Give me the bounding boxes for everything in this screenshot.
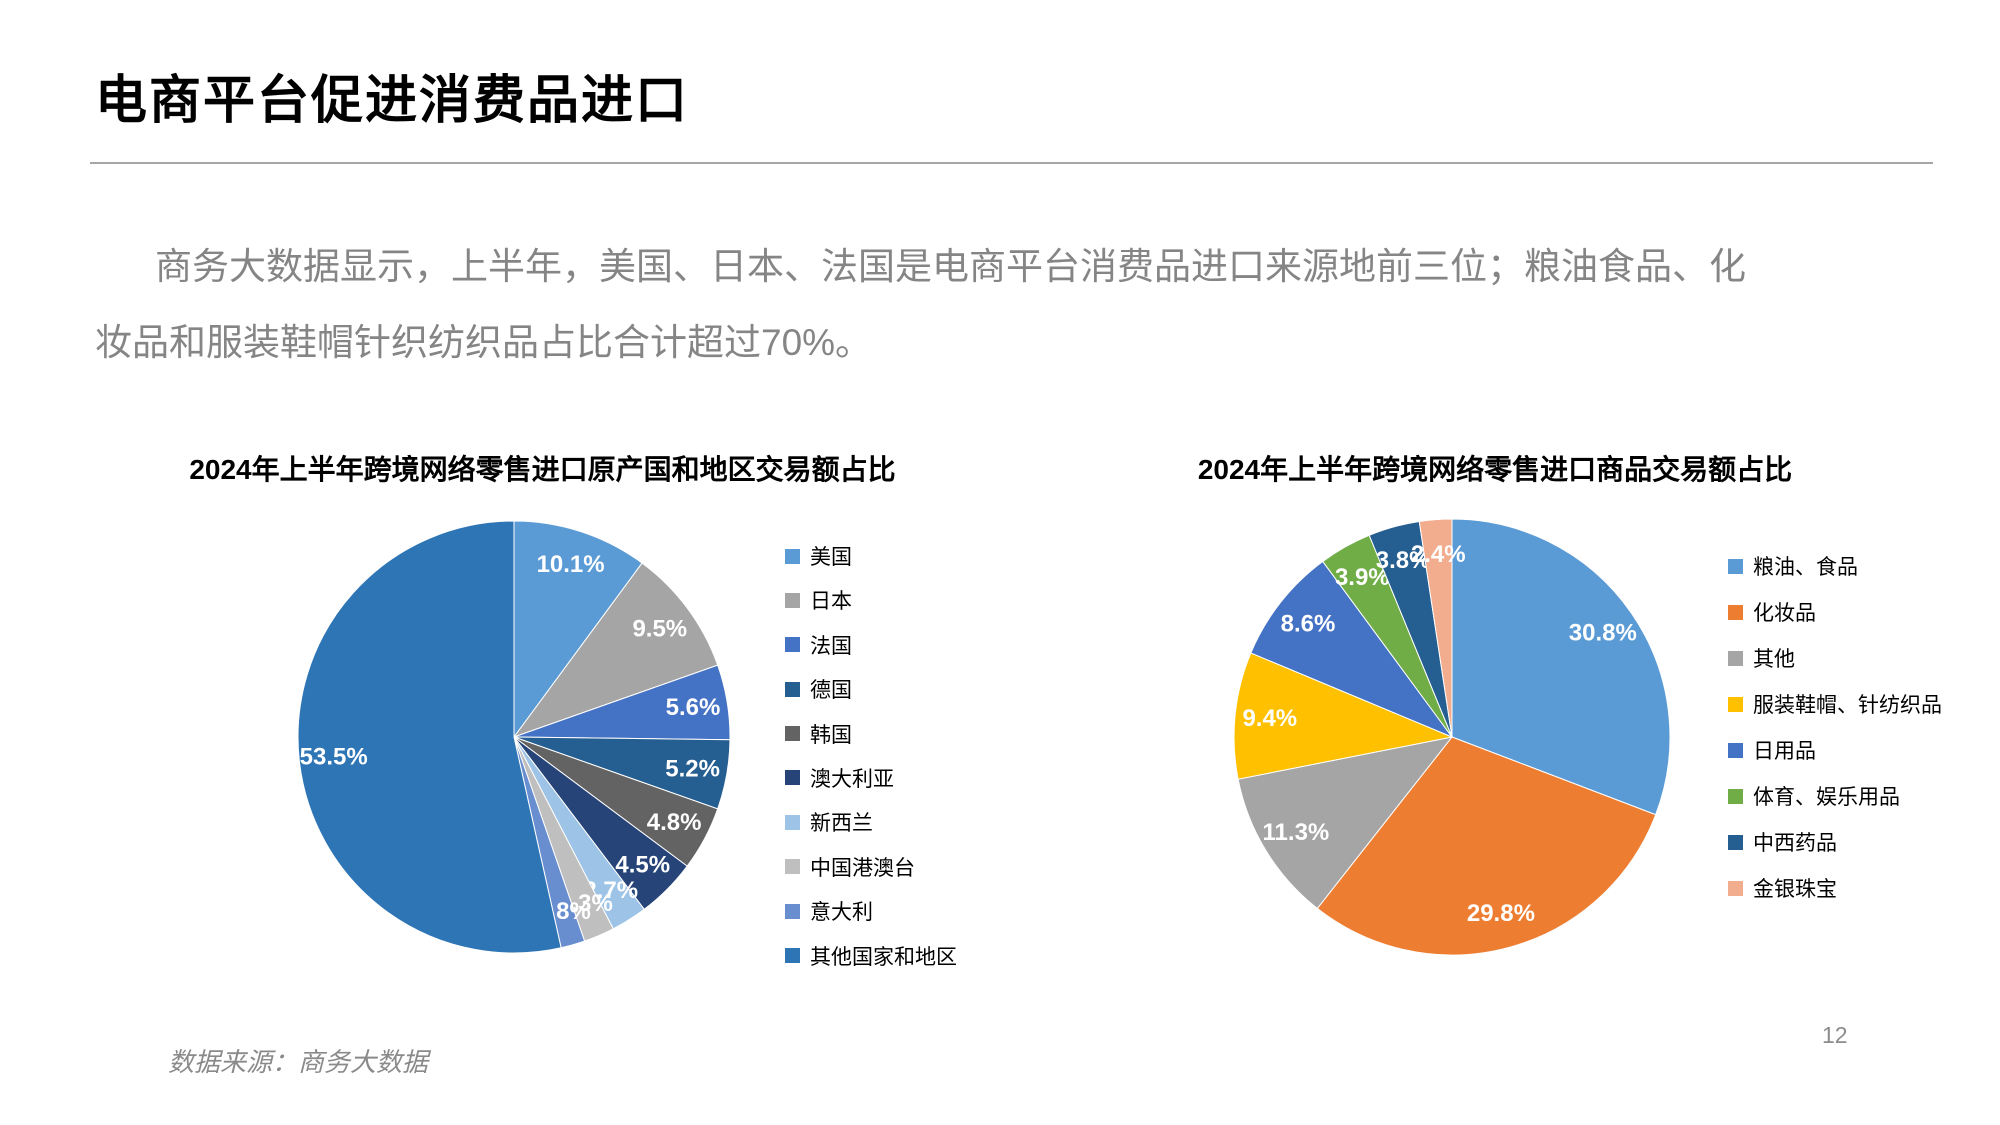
title-divider	[90, 162, 1933, 164]
legend-swatch	[1728, 742, 1743, 758]
legend-label: 化妆品	[1753, 602, 1816, 625]
pie-label: 9.5%	[632, 616, 687, 643]
legend-swatch	[785, 859, 800, 875]
pie-label: 3.8%	[1376, 547, 1431, 574]
legend-label: 韩国	[810, 723, 852, 747]
legend-label: 美国	[810, 546, 852, 569]
legend-item: 日用品	[1728, 739, 1942, 763]
legend-label: 新西兰	[810, 812, 873, 836]
pie-label: 9.4%	[1242, 705, 1297, 732]
page-number: 12	[1822, 1022, 1848, 1048]
intro-paragraph: 商务大数据显示，上半年，美国、日本、法国是电商平台消费品进口来源地前三位；粮油食…	[95, 229, 1910, 381]
legend-swatch	[785, 681, 800, 697]
legend-swatch	[785, 592, 800, 608]
legend-swatch	[1728, 604, 1743, 620]
legend-label: 日本	[810, 590, 852, 614]
legend-item: 美国	[785, 545, 957, 569]
legend-item: 体育、娱乐用品	[1728, 785, 1942, 809]
legend: 美国日本法国德国韩国澳大利亚新西兰中国港澳台意大利其他国家和地区	[785, 545, 957, 989]
pie-slice-2	[1237, 736, 1454, 910]
legend-swatch	[785, 770, 800, 786]
chart-title: 2024年上半年跨境网络零售进口商品交易额占比	[1197, 454, 1793, 485]
pie-slice-1	[512, 562, 719, 739]
legend-label: 粮油、食品	[1753, 556, 1858, 579]
intro-line: 妆品和服装鞋帽针织纺织品占比合计超过70%。	[95, 322, 873, 363]
pie-label: 29.8%	[1467, 900, 1535, 927]
legend-item: 意大利	[785, 900, 957, 924]
legend-item: 日本	[785, 589, 957, 613]
pie-label: 5.2%	[665, 755, 720, 782]
legend-label: 中国港澳台	[810, 856, 915, 880]
legend-item: 澳大利亚	[785, 767, 957, 791]
pie: 10.1%9.5%5.6%5.2%4.8%4.5%2.7%2.3%1.8%53.…	[297, 520, 731, 954]
legend-item: 新西兰	[785, 811, 957, 835]
legend: 粮油、食品化妆品其他服装鞋帽、针纺织品 日用品体育、娱乐用品 中西药品金银珠宝	[1728, 555, 1942, 923]
legend-label: 法国	[810, 634, 852, 658]
pie-label: 5.6%	[666, 694, 721, 721]
legend-swatch	[1728, 558, 1743, 574]
legend-item: 中国港澳台	[785, 856, 957, 880]
pie-label: 4.8%	[647, 809, 702, 836]
legend-item: 金银珠宝	[1728, 877, 1942, 901]
pie-slice-9	[297, 520, 562, 954]
legend-swatch	[785, 814, 800, 830]
legend-label: 澳大利亚	[810, 767, 894, 791]
legend-item: 韩国	[785, 723, 957, 747]
pie-slice-0	[1451, 518, 1671, 816]
pie: 30.8% 29.8% 11.3% 9.4% 8.6% 3.9%3.8%2.4%	[1233, 518, 1671, 956]
legend-swatch	[1728, 834, 1743, 850]
pie-slice-0	[513, 520, 643, 739]
legend-swatch	[785, 948, 800, 964]
chart-title: 2024年上半年跨境网络零售进口原产国和地区交易额占比	[189, 454, 896, 485]
pie-slice-4	[1250, 560, 1454, 739]
pie-label: 4.5%	[615, 851, 670, 878]
legend-label: 金银珠宝	[1753, 878, 1837, 901]
pie-label: 11.3%	[1263, 819, 1330, 846]
legend-swatch	[1728, 880, 1743, 896]
intro-line: 商务大数据显示，上半年，美国、日本、法国是电商平台消费品进口来源地前三位；粮油食…	[155, 246, 1746, 287]
legend-swatch	[785, 903, 800, 919]
legend-item: 法国	[785, 634, 957, 658]
legend-item: 化妆品	[1728, 601, 1942, 625]
legend-item: 德国	[785, 678, 957, 702]
legend-swatch	[1728, 650, 1743, 666]
legend-item: 中西药品	[1728, 831, 1942, 855]
legend-label: 其他	[1753, 648, 1795, 671]
pie-slice-1	[1316, 736, 1657, 956]
legend-label: 日用品	[1753, 740, 1816, 763]
legend-label: 德国	[810, 679, 852, 703]
legend-item: 其他国家和地区	[785, 945, 957, 969]
data-source: 数据来源：商务大数据	[168, 1047, 429, 1077]
page-title: 电商平台促进消费品进口	[95, 72, 690, 130]
legend-item: 粮油、食品	[1728, 555, 1942, 579]
legend-label: 意大利	[810, 901, 873, 925]
legend-item: 服装鞋帽、针纺织品	[1728, 693, 1942, 717]
pie-label: 53.5%	[300, 743, 368, 770]
legend-label: 体育、娱乐用品	[1753, 786, 1900, 809]
legend-label: 中西药品	[1753, 832, 1837, 855]
legend-label: 服装鞋帽、针纺织品	[1753, 694, 1942, 717]
legend-swatch	[785, 726, 800, 742]
legend-swatch	[785, 637, 800, 653]
pie-label: 10.1%	[537, 551, 605, 578]
legend-swatch	[1728, 696, 1743, 712]
pie-label: 3.9%	[1335, 564, 1390, 591]
pie-slice-3	[1233, 652, 1454, 780]
pie-label: 2.4%	[1411, 541, 1466, 568]
pie-slice-7	[1418, 518, 1453, 738]
legend-label: 其他国家和地区	[810, 945, 957, 969]
pie-label: 30.8%	[1569, 620, 1637, 647]
legend-swatch	[785, 548, 800, 564]
legend-swatch	[1728, 788, 1743, 804]
pie-label: 8.6%	[1281, 610, 1336, 637]
legend-item: 其他	[1728, 647, 1942, 671]
